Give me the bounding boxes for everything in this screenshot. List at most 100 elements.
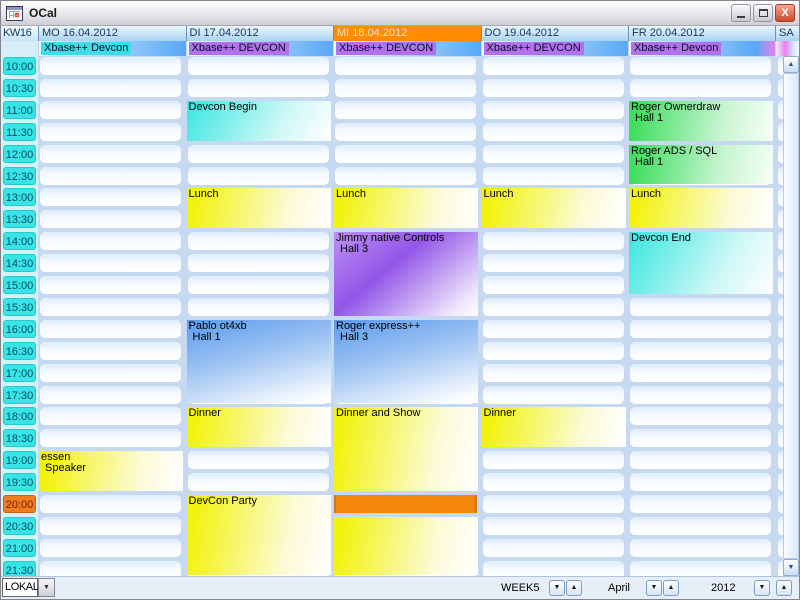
time-slot-cell[interactable] (777, 495, 783, 513)
time-slot-cell[interactable] (482, 100, 624, 119)
event-dinner[interactable]: Dinner (186, 407, 331, 448)
time-slot-cell[interactable] (40, 210, 181, 229)
time-slot-cell[interactable] (482, 319, 624, 338)
close-button[interactable]: X (775, 4, 795, 22)
time-slot-cell[interactable] (40, 166, 181, 185)
time-slot-cell[interactable] (40, 122, 181, 141)
time-slot-cell[interactable] (40, 188, 181, 207)
year-spinner-down[interactable]: ▼ (754, 580, 770, 596)
time-slot-cell[interactable] (40, 385, 181, 404)
time-slot-cell[interactable] (777, 100, 783, 119)
titlebar[interactable]: OCal X (1, 1, 799, 26)
time-slot-cell[interactable] (777, 451, 783, 470)
time-slot-cell[interactable] (777, 254, 783, 273)
calendar-source-select[interactable]: LOKAL (2, 578, 39, 597)
time-slot-cell[interactable] (40, 429, 181, 448)
event-lunch[interactable]: Lunch (481, 188, 626, 229)
time-slot-cell[interactable] (482, 57, 624, 75)
event-roger-express[interactable]: Roger express++ Hall 3 (334, 319, 478, 404)
time-slot-cell[interactable] (777, 297, 783, 316)
event-devcon-end[interactable]: Devcon End (629, 232, 773, 294)
time-slot-cell[interactable] (187, 144, 329, 163)
time-slot-cell[interactable] (482, 166, 624, 185)
time-slot-cell[interactable] (482, 254, 624, 273)
time-slot-cell[interactable] (40, 232, 181, 251)
time-slot-cell[interactable] (630, 516, 771, 535)
allday-cell-fr[interactable]: Xbase++ Devcon (628, 41, 776, 56)
time-slot-cell[interactable] (630, 560, 771, 576)
allday-cell-mo[interactable]: Xbase++ Devcon (38, 41, 186, 56)
time-slot-cell[interactable] (187, 166, 329, 185)
time-slot-cell[interactable] (40, 276, 181, 294)
time-slot-cell[interactable] (40, 495, 181, 513)
time-slot-cell[interactable] (777, 210, 783, 229)
selected-slot[interactable] (334, 495, 477, 513)
time-slot-cell[interactable] (777, 232, 783, 251)
time-slot-cell[interactable] (187, 276, 329, 294)
day-header-mo[interactable]: MO 16.04.2012 (38, 26, 186, 41)
day-header-fr[interactable]: FR 20.04.2012 (628, 26, 776, 41)
time-slot-cell[interactable] (777, 57, 783, 75)
time-slot-cell[interactable] (630, 407, 771, 426)
time-slot-cell[interactable] (482, 78, 624, 97)
time-slot-cell[interactable] (40, 319, 181, 338)
time-slot-cell[interactable] (40, 341, 181, 360)
time-slot-cell[interactable] (187, 451, 329, 470)
time-slot-cell[interactable] (40, 560, 181, 576)
time-slot-cell[interactable] (335, 57, 476, 75)
time-slot-cell[interactable] (777, 538, 783, 557)
time-slot-cell[interactable] (187, 78, 329, 97)
time-slot-cell[interactable] (482, 516, 624, 535)
time-slot-cell[interactable] (335, 166, 476, 185)
allday-cell-do[interactable]: Xbase++ DEVCON (480, 41, 628, 56)
time-slot-cell[interactable] (777, 363, 783, 382)
time-slot-cell[interactable] (777, 341, 783, 360)
time-slot-cell[interactable] (40, 516, 181, 535)
minimize-button[interactable] (731, 4, 751, 22)
event-dinner[interactable]: Dinner (481, 407, 626, 448)
time-slot-cell[interactable] (777, 407, 783, 426)
time-slot-cell[interactable] (482, 232, 624, 251)
allday-cell-mi[interactable]: Xbase++ DEVCON (333, 41, 481, 56)
day-header-mi[interactable]: MI 18.04.2012 (333, 26, 481, 41)
allday-event-label[interactable]: Xbase++ DEVCON (188, 42, 289, 55)
week-spinner-up[interactable]: ▲ (566, 580, 582, 596)
scrollbar-down-button[interactable]: ▼ (783, 559, 799, 576)
time-slot-cell[interactable] (482, 495, 624, 513)
time-slot-cell[interactable] (630, 341, 771, 360)
time-slot-cell[interactable] (335, 144, 476, 163)
time-slot-cell[interactable] (482, 451, 624, 470)
time-slot-cell[interactable] (777, 516, 783, 535)
time-slot-cell[interactable] (40, 78, 181, 97)
event-lunch[interactable]: Lunch (629, 188, 773, 229)
event-roger-ownerdraw[interactable]: Roger Ownerdraw Hall 1 (629, 100, 773, 141)
allday-event-label[interactable]: Xbase++ DEVCON (483, 42, 584, 55)
time-slot-cell[interactable] (777, 78, 783, 97)
time-slot-cell[interactable] (482, 276, 624, 294)
time-slot-cell[interactable] (482, 385, 624, 404)
time-slot-cell[interactable] (630, 429, 771, 448)
time-slot-cell[interactable] (187, 297, 329, 316)
event-dinner-and-show[interactable]: Dinner and Show (334, 407, 478, 491)
vertical-scrollbar[interactable]: ▲ ▼ (783, 56, 799, 576)
time-slot-cell[interactable] (777, 560, 783, 576)
calendar-source-dropdown-button[interactable]: ▼ (38, 578, 55, 597)
allday-cell-di[interactable]: Xbase++ DEVCON (185, 41, 333, 56)
event-jimmy-native-controls[interactable]: Jimmy native Controls Hall 3 (334, 232, 478, 316)
maximize-button[interactable] (753, 4, 773, 22)
time-slot-cell[interactable] (777, 319, 783, 338)
month-spinner-down[interactable]: ▼ (646, 580, 662, 596)
event-lunch[interactable]: Lunch (186, 188, 331, 229)
time-slot-cell[interactable] (777, 188, 783, 207)
time-slot-cell[interactable] (40, 100, 181, 119)
time-slot-cell[interactable] (630, 319, 771, 338)
allday-event-label[interactable]: Xbase++ Devcon (631, 42, 722, 55)
time-slot-cell[interactable] (777, 122, 783, 141)
time-slot-cell[interactable] (187, 473, 329, 492)
allday-event-label[interactable]: Xbase++ Devcon (41, 42, 132, 55)
allday-event-label[interactable]: Xbase++ DEVCON (336, 42, 437, 55)
time-slot-cell[interactable] (630, 473, 771, 492)
time-slot-cell[interactable] (630, 363, 771, 382)
time-slot-cell[interactable] (40, 297, 181, 316)
day-header-di[interactable]: DI 17.04.2012 (185, 26, 333, 41)
